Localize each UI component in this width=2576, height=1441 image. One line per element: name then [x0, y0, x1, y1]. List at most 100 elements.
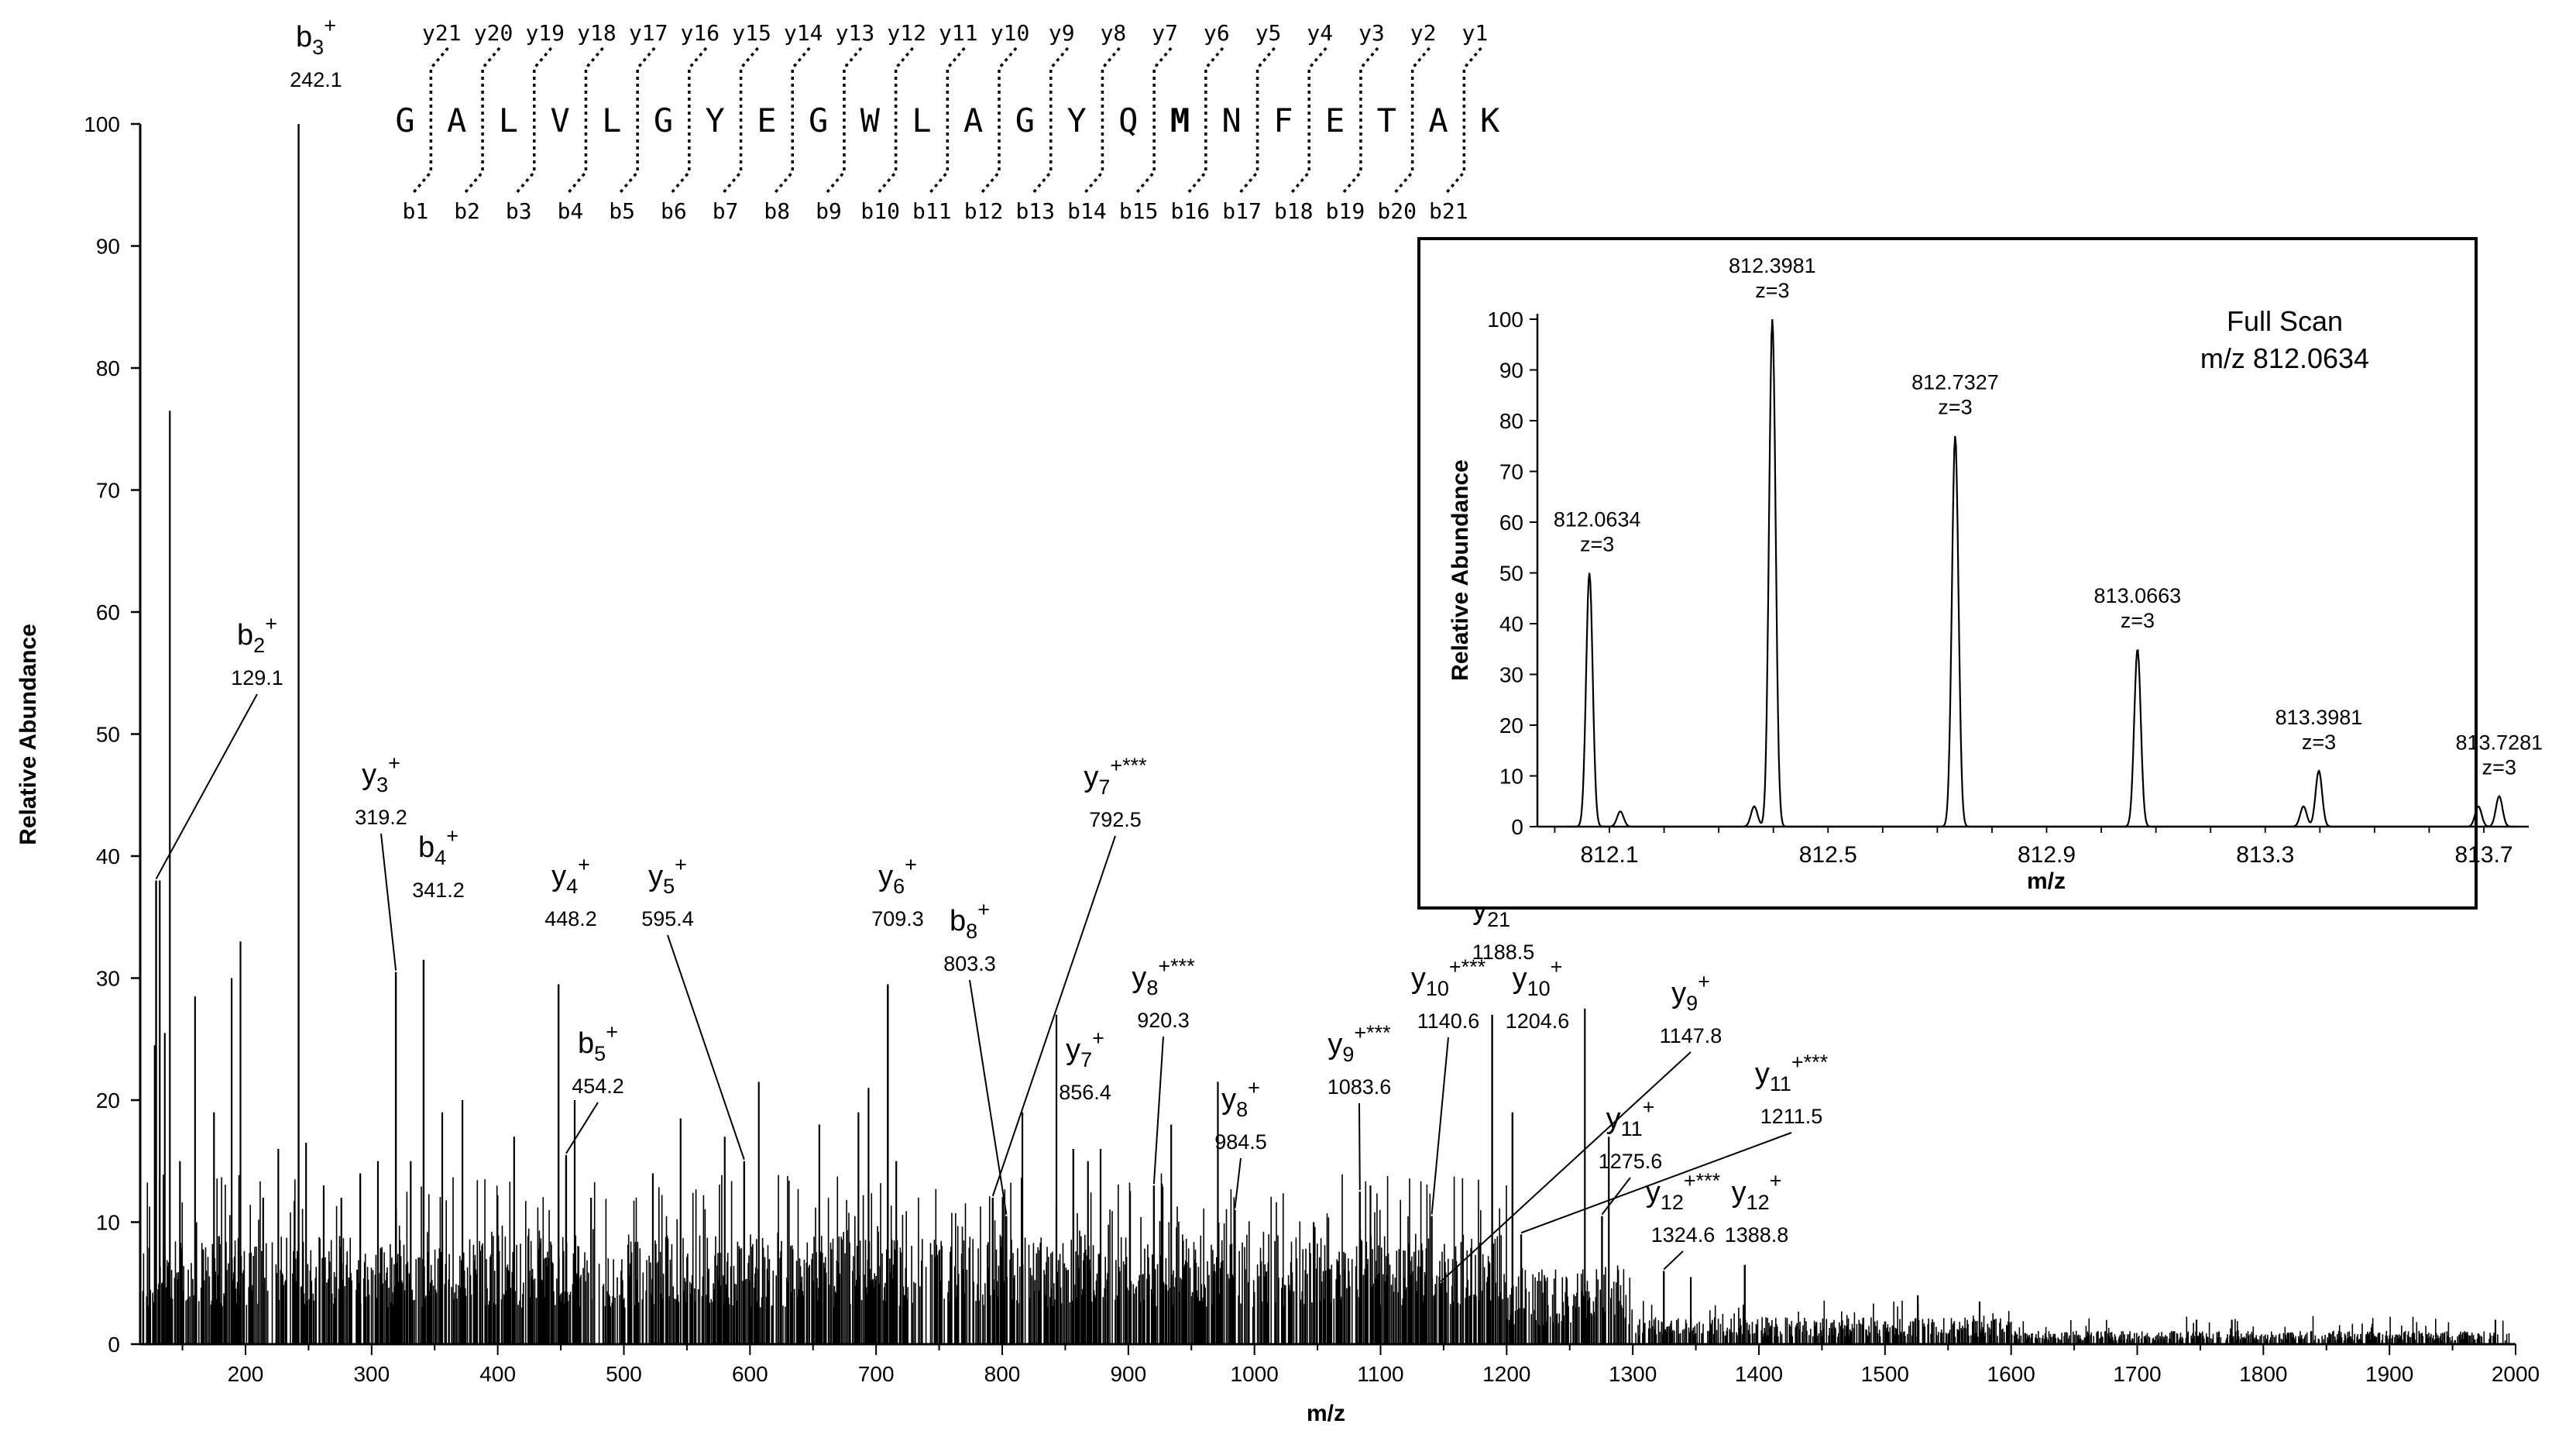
isotope-mz-813.3981: 813.3981 — [2275, 706, 2363, 729]
y-tick-label: 90 — [96, 235, 120, 259]
b-ion-b12: b12 — [964, 198, 1004, 224]
cleavage-mark-21 — [1446, 46, 1482, 194]
x-tick-label: 900 — [1110, 1362, 1146, 1386]
cleavage-mark-9 — [826, 46, 863, 194]
leader-line — [667, 934, 745, 1161]
leader-line — [1440, 1051, 1692, 1282]
annotation-y10-1140.6: y10+*** 1140.6 — [1411, 955, 1486, 1215]
cleavage-mark-12 — [981, 46, 1018, 194]
major-peaks — [153, 124, 2497, 1344]
cleavage-mark-17 — [1239, 46, 1276, 194]
inset-y-tick-label: 50 — [1499, 562, 1523, 586]
y-tick-label: 70 — [96, 479, 120, 503]
residue-15-Q: Q — [1118, 101, 1138, 139]
residue-6-G: G — [654, 101, 673, 139]
ion-label: y10+ — [1513, 955, 1563, 1000]
annotation-b8-803.3: b8+ 803.3 — [943, 898, 1008, 1215]
inset-y-tick-label: 10 — [1499, 765, 1523, 789]
y-ion-y11: y11 — [939, 20, 978, 46]
y-ion-y9: y9 — [1049, 20, 1075, 46]
inset-y-tick-label: 30 — [1499, 663, 1523, 687]
x-tick-label: 1300 — [1609, 1362, 1657, 1386]
ion-label: y11+*** — [1755, 1051, 1829, 1095]
residue-21-A: A — [1428, 101, 1448, 139]
y-tick-label: 0 — [108, 1333, 120, 1357]
x-axis-title: m/z — [1307, 1401, 1345, 1426]
residue-5-L: L — [602, 101, 621, 139]
mz-label: 242.1 — [290, 68, 342, 91]
annotation-y8-920.3: y8+*** 920.3 — [1132, 954, 1195, 1185]
cleavage-mark-8 — [774, 46, 811, 194]
x-tick-label: 1100 — [1357, 1362, 1403, 1386]
annotation-y7-856.4: y7+ 856.4 — [1059, 1027, 1111, 1104]
isotope-mz-813.7281: 813.7281 — [2456, 731, 2543, 755]
residue-18-F: F — [1273, 101, 1293, 139]
residue-10-W: W — [860, 101, 881, 139]
isotope-charge-812.7327: z=3 — [1938, 396, 1972, 419]
x-axis-ticks: 200 300 400 500 600 700 800 900 1000 1100 1200 1300… — [181, 1344, 2540, 1386]
isotope-charge-812.0634: z=3 — [1580, 533, 1614, 556]
b-ion-b13: b13 — [1015, 198, 1055, 224]
ion-label: y9+*** — [1327, 1021, 1391, 1066]
x-tick-label: 200 — [228, 1362, 264, 1386]
isotope-mz-812.7327: 812.7327 — [1911, 371, 1999, 394]
mz-label: 448.2 — [544, 907, 597, 930]
annotation-y6-709.3: y6+ 709.3 — [871, 853, 924, 930]
b-ion-b2: b2 — [454, 198, 480, 224]
ion-label: y6+ — [878, 853, 917, 898]
leader-line — [1431, 1037, 1449, 1215]
y-ion-y1: y1 — [1461, 20, 1488, 46]
y-ion-y21: y21 — [422, 20, 462, 46]
x-tick-label: 600 — [732, 1362, 768, 1386]
x-tick-label: 1600 — [1987, 1362, 2035, 1386]
mz-label: 319.2 — [355, 806, 407, 829]
y-tick-label: 60 — [96, 600, 120, 624]
inset-x-tick-label: 812.1 — [1580, 842, 1638, 868]
mz-label: 1204.6 — [1506, 1009, 1570, 1033]
x-tick-label: 400 — [479, 1362, 516, 1386]
b-ion-b21: b21 — [1429, 198, 1468, 224]
cleavage-mark-16 — [1187, 46, 1224, 194]
y-ion-y13: y13 — [836, 20, 875, 46]
x-tick-label: 1000 — [1231, 1362, 1279, 1386]
inset-x-tick-label: 812.9 — [2018, 842, 2076, 868]
b-ion-b8: b8 — [764, 198, 790, 224]
annotation-y4-448.2: y4+ 448.2 — [544, 853, 597, 930]
residue-13-G: G — [1015, 101, 1035, 139]
mz-label: 920.3 — [1137, 1009, 1190, 1032]
x-tick-label: 2000 — [2492, 1362, 2540, 1386]
ion-label: y11+ — [1606, 1095, 1655, 1140]
annotation-y7-792.5: y7+*** 792.5 — [991, 754, 1147, 1197]
b-ion-b19: b19 — [1326, 198, 1365, 224]
ion-label: y4+ — [551, 853, 590, 898]
y-axis-ticks: 0 10 20 30 40 50 60 70 80 90 100 — [84, 112, 140, 1357]
leader-line — [991, 835, 1116, 1197]
b-ion-b7: b7 — [713, 198, 739, 224]
y-ion-y19: y19 — [525, 20, 565, 46]
b-ion-b4: b4 — [558, 198, 584, 224]
annotation-y9-1083.6: y9+*** 1083.6 — [1327, 1021, 1391, 1191]
inset-y-tick-label: 70 — [1499, 460, 1523, 484]
noise-sticks — [142, 1173, 2510, 1344]
y-ion-y3: y3 — [1358, 20, 1385, 46]
residue-17-N: N — [1222, 101, 1242, 139]
inset-x-axis-title: m/z — [2027, 868, 2066, 894]
residue-7-Y: Y — [706, 101, 725, 139]
residue-22-K: K — [1480, 101, 1500, 139]
x-tick-label: 1900 — [2365, 1362, 2413, 1386]
residue-9-G: G — [809, 101, 828, 139]
peak-annotations: b3+ 242.1 b2+ 129.1 y3+ 319.2 b4+ 341.2 y4+ 448.2… — [155, 14, 1829, 1282]
leader-line — [565, 1102, 599, 1154]
mz-label: 984.5 — [1214, 1130, 1267, 1154]
ion-label: y8+*** — [1132, 954, 1195, 999]
residue-8-E: E — [757, 101, 776, 139]
residue-4-V: V — [550, 101, 569, 139]
cleavage-mark-7 — [723, 46, 759, 194]
mz-label: 595.4 — [641, 907, 694, 930]
ion-label: b3+ — [296, 14, 336, 59]
ion-label: y7+*** — [1084, 754, 1147, 799]
y-tick-label: 20 — [96, 1088, 120, 1113]
ion-label: y3+ — [362, 751, 400, 796]
